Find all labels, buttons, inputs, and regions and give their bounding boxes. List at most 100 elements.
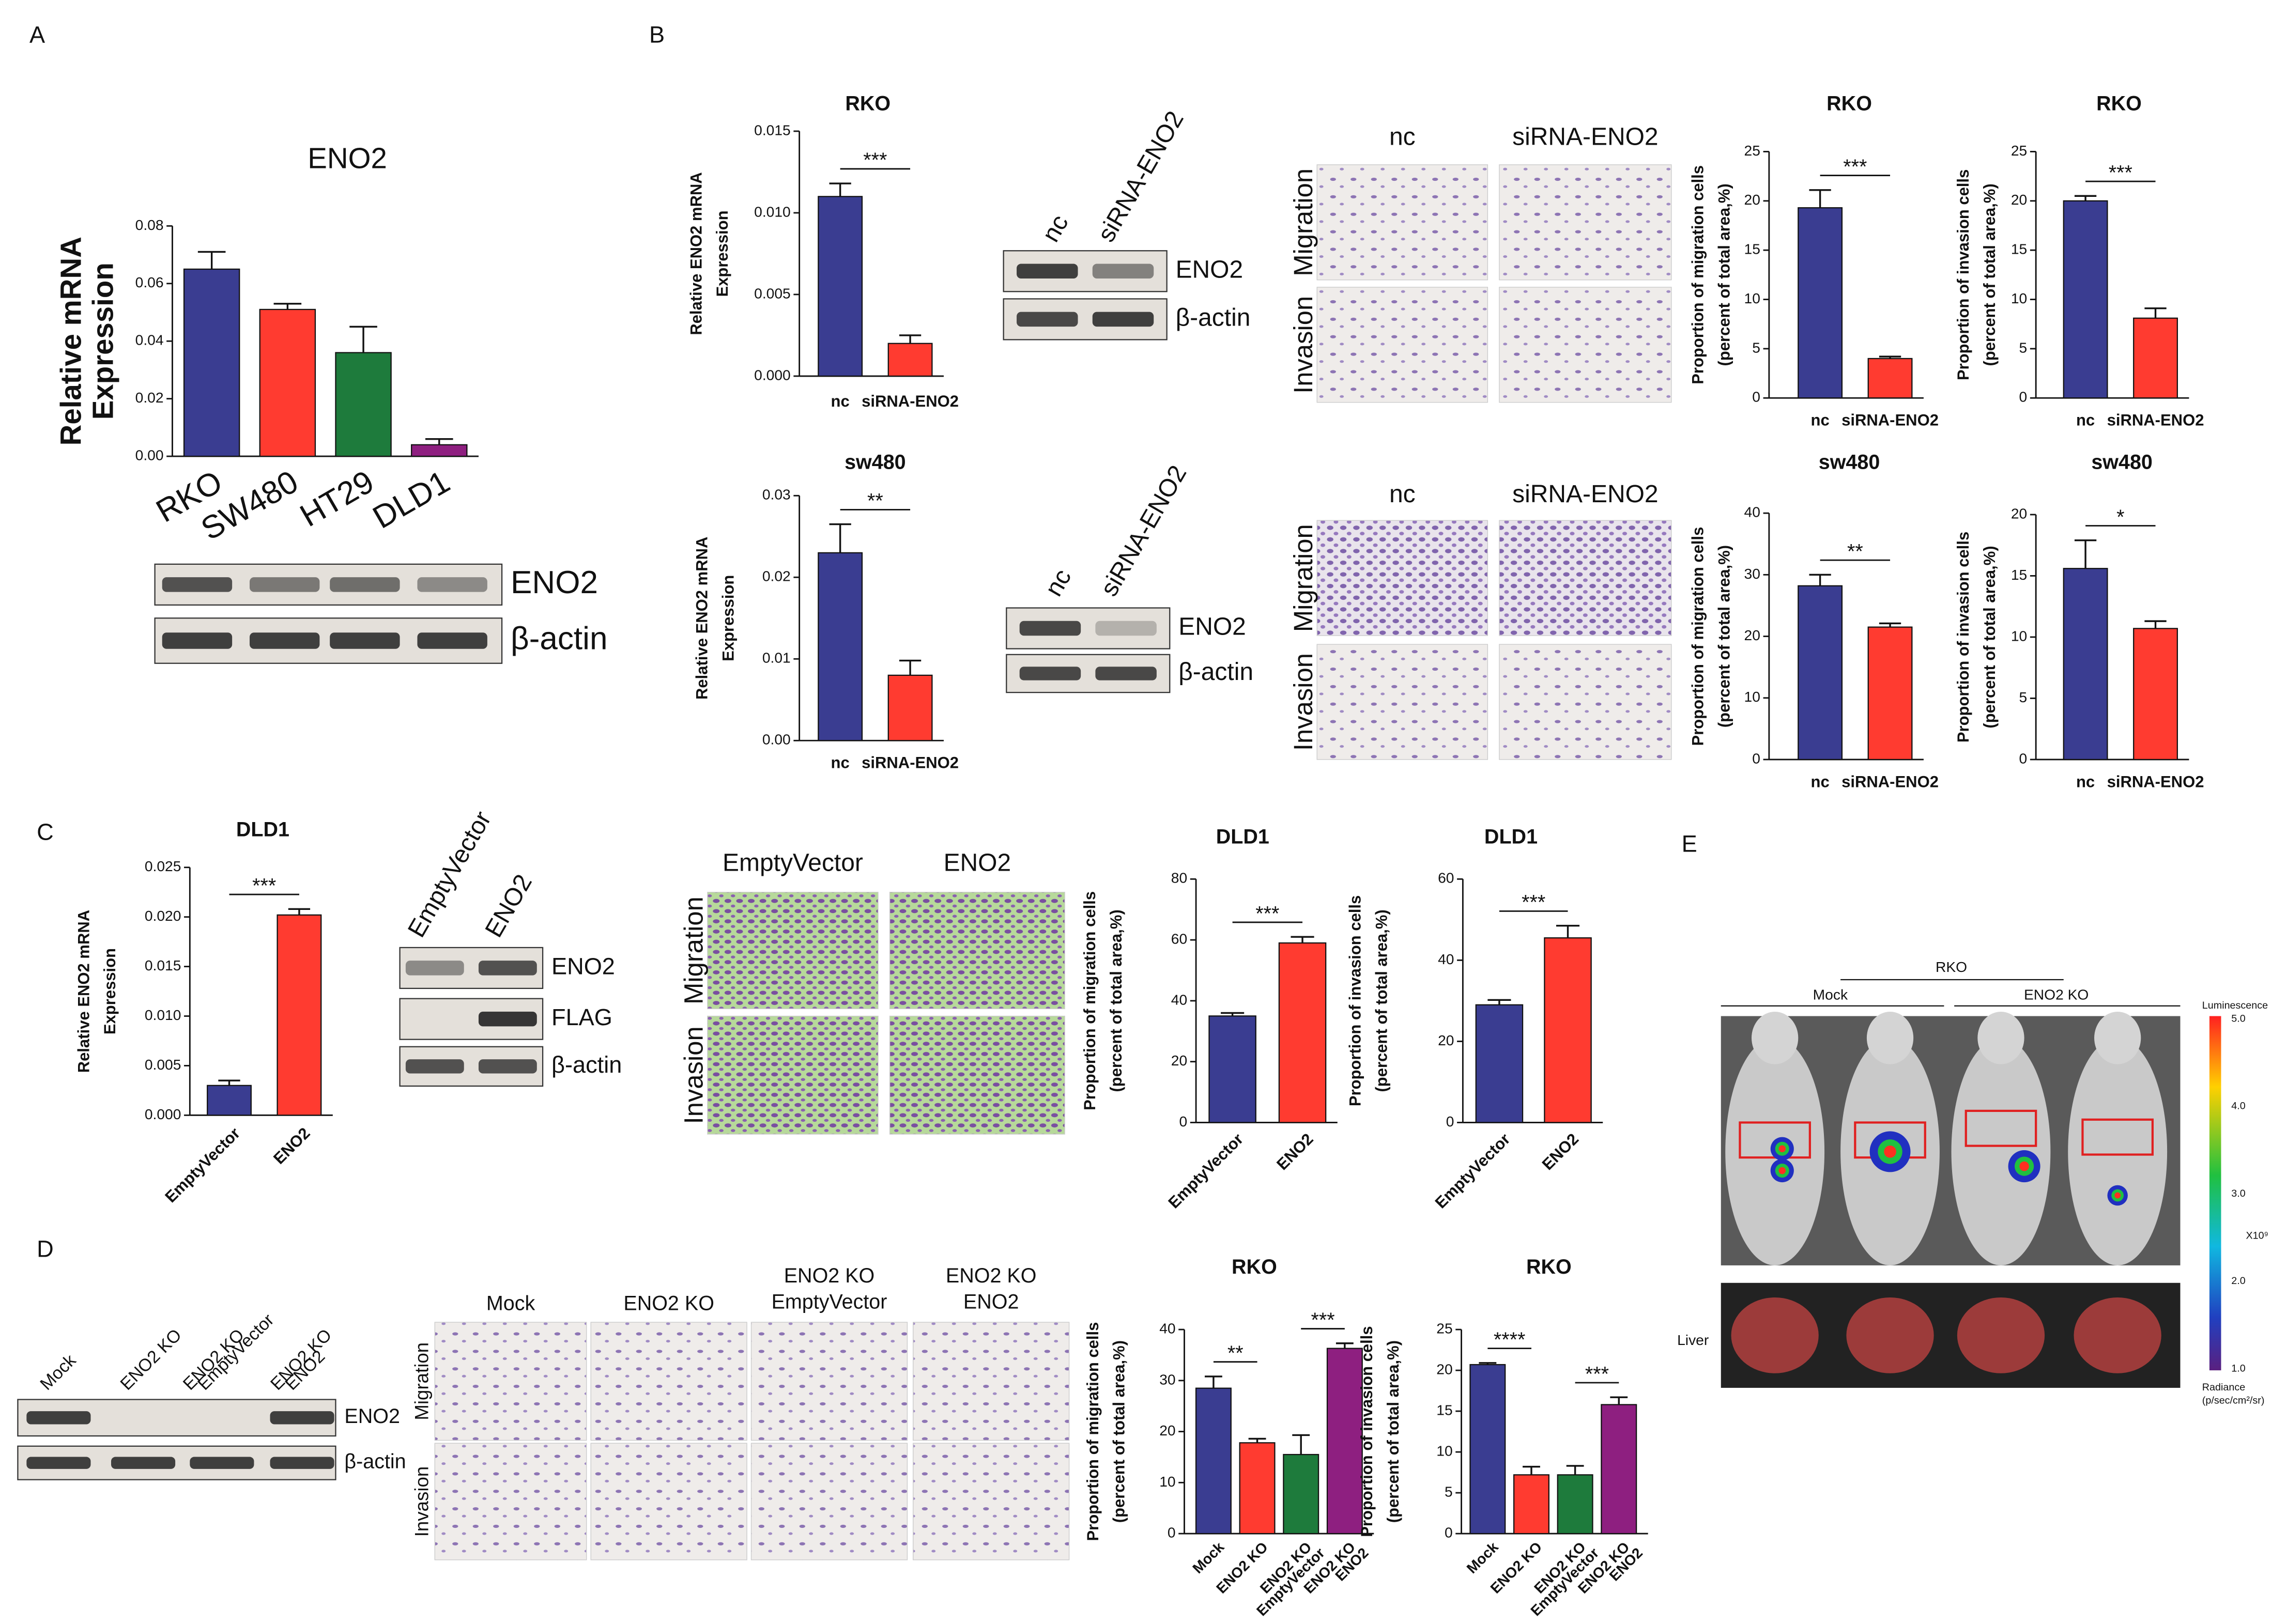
blot-column-label: ENO2 KO [116, 1325, 185, 1394]
blot-band [478, 1011, 537, 1027]
image-column-label: nc [1389, 481, 1416, 508]
error-bar [1292, 1434, 1310, 1455]
error-bar [197, 251, 226, 269]
bar [1601, 1404, 1637, 1535]
y-tick-label: 10 [1744, 290, 1760, 306]
bar [2063, 200, 2108, 399]
significance-label: ** [1847, 540, 1863, 563]
bar [2133, 628, 2178, 761]
blot-band [330, 632, 400, 649]
y-axis-label: Proportion of migration cells [1689, 527, 1707, 746]
image-column-label: EmptyVector [772, 1291, 887, 1313]
image-column-label: ENO2 KO [623, 1292, 714, 1315]
blot-column-label: EmptyVector [403, 807, 497, 942]
y-tick-label: 5 [1445, 1483, 1453, 1500]
image-column-label: nc [1389, 123, 1416, 151]
chart-title: DLD1 [1216, 826, 1269, 848]
colorbar-unit: (p/sec/cm²/sr) [2202, 1395, 2265, 1406]
error-bar [1479, 1362, 1497, 1365]
micrograph [434, 1443, 587, 1560]
colorbar [2209, 1016, 2221, 1371]
y-axis-label: Expression [87, 262, 119, 420]
y-axis-label: (percent of total area,%) [1107, 909, 1125, 1092]
blot-row-label: β-actin [1178, 658, 1253, 686]
y-tick-label: 20 [1171, 1052, 1187, 1069]
y-axis-label: Proportion of invasion cells [1346, 895, 1364, 1106]
y-tick-label: 5 [2019, 689, 2028, 705]
blot-column-label: nc [1037, 210, 1074, 246]
y-axis-label: Proportion of invasion cells [1954, 169, 1972, 380]
error-bar [1204, 1375, 1222, 1388]
x-tick-label: EmptyVector [1432, 1130, 1514, 1212]
y-tick-label: 0 [2019, 389, 2028, 405]
y-tick-label: 0.000 [145, 1106, 181, 1122]
chart-title: sw480 [1819, 451, 1880, 474]
error-bar [1879, 355, 1901, 359]
y-tick-label: 15 [2011, 241, 2027, 257]
blot-band [270, 1411, 334, 1425]
x-tick-label: Mock [1189, 1538, 1227, 1576]
blot-strip [399, 998, 544, 1040]
y-tick-label: 15 [2011, 566, 2027, 583]
y-tick-label: 30 [1159, 1371, 1175, 1387]
y-tick-label: 30 [1744, 565, 1760, 582]
error-bar [2074, 539, 2097, 569]
y-axis-label: (percent of total area,%) [1981, 183, 1999, 366]
image-column-label: ENO2 [963, 1291, 1019, 1313]
y-tick-label: 0.00 [135, 447, 164, 463]
error-bar [1487, 999, 1511, 1005]
y-axis-label: Proportion of migration cells [1081, 891, 1099, 1110]
micrograph [889, 1015, 1065, 1135]
error-bar [425, 438, 453, 445]
error-bar [1291, 936, 1314, 943]
image-row-label: Invasion [1288, 653, 1318, 751]
micrograph [750, 1322, 908, 1441]
colorbar-tick-label: 1.0 [2231, 1363, 2245, 1374]
blot-band [162, 577, 233, 592]
y-tick-label: 0.015 [754, 121, 791, 138]
micrograph [913, 1443, 1070, 1560]
x-tick-label: nc [2076, 411, 2095, 429]
y-axis-label: (percent of total area,%) [1981, 546, 1999, 728]
chart-title: DLD1 [1484, 826, 1538, 848]
blot-column-label: Mock [36, 1351, 80, 1394]
chart-title: RKO [1826, 92, 1872, 115]
significance-label: ** [867, 490, 883, 513]
image-row-label: Invasion [679, 1026, 709, 1124]
x-tick-label: siRNA-ENO2 [1841, 772, 1939, 791]
blot-column-label: siRNA-ENO2 [1093, 106, 1189, 246]
mouse [1951, 1038, 2051, 1265]
y-tick-label: 0.02 [762, 568, 791, 584]
image-column-label: EmptyVector [723, 849, 863, 877]
bar [887, 674, 933, 741]
significance-label: *** [1311, 1309, 1334, 1332]
x-tick-label: DLD1 [367, 464, 456, 536]
group-label: Mock [1813, 986, 1848, 1002]
y-tick-label: 0.005 [145, 1056, 181, 1073]
bar [1798, 207, 1843, 399]
blot-band [1017, 264, 1078, 279]
panel-letter: B [649, 21, 665, 48]
blot-row-label: FLAG [551, 1004, 612, 1030]
blot-row-label: β-actin [1176, 304, 1251, 332]
x-tick-label: siRNA-ENO2 [2107, 411, 2204, 429]
chart-title: sw480 [845, 451, 906, 474]
y-tick-label: 40 [1744, 504, 1760, 520]
micrograph [750, 1443, 908, 1560]
micrograph [1499, 287, 1672, 403]
blot-band [1017, 312, 1078, 327]
blot-band [405, 1059, 464, 1074]
x-tick-label: ENO2 [1539, 1130, 1582, 1173]
error-bar [899, 334, 922, 344]
error-bar [1566, 1465, 1584, 1475]
blot-column-label: nc [1040, 565, 1077, 601]
image-row-label: Migration [679, 896, 709, 1004]
x-tick-label: EmptyVector [161, 1124, 243, 1206]
bar [1326, 1348, 1363, 1535]
bar [887, 343, 933, 377]
significance-label: **** [1494, 1328, 1525, 1351]
image-row-label: Migration [1288, 524, 1318, 632]
y-tick-label: 25 [1436, 1320, 1452, 1337]
y-axis-label: Proportion of invasion cells [1358, 1326, 1376, 1537]
